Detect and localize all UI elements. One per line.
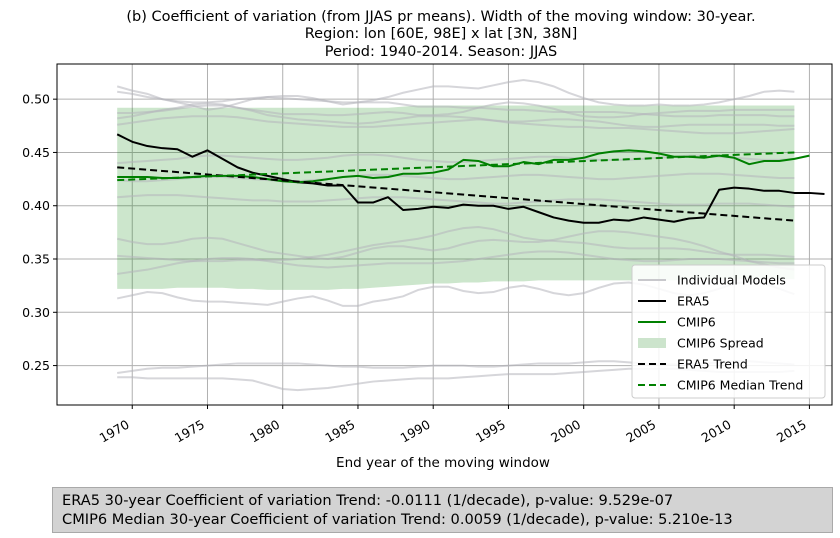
individual-model-line [116,230,795,271]
y-tick-label: 0.25 [22,358,50,373]
x-axis-label: End year of the moving window [336,455,550,471]
series-layer [116,133,825,224]
cmip6-trend-stat: CMIP6 Median 30-year Coefficient of vari… [62,511,733,528]
x-tick-label: 2015 [774,417,809,446]
individual-model-line [117,172,795,183]
legend-label: Individual Models [677,273,786,288]
x-tick-label: 1970 [97,417,132,446]
x-tick-label: 1995 [473,417,508,446]
individual-model-line [117,102,795,128]
individual-model-line [117,250,795,275]
x-tick-label: 1990 [398,417,433,446]
x-tick-label: 1980 [247,417,282,446]
y-tick-label: 0.35 [22,252,50,267]
y-tick-label: 0.45 [22,145,50,160]
legend: Individual Models ERA5 CMIP6 CMIP6 Spread ER… [631,264,826,399]
individual-model-line [117,226,795,263]
y-tick-label: 0.40 [22,198,50,213]
y-tick-label: 0.50 [22,92,50,107]
legend-swatch-spread [638,338,666,348]
trend-stats-box: ERA5 30-year Coefficient of variation Tr… [52,487,833,533]
era5-line [116,133,825,224]
coefficient-of-variation-chart: (b) Coefficient of variation (from JJAS … [22,9,833,471]
era5-trend-stat: ERA5 30-year Coefficient of variation Tr… [62,492,674,509]
x-tick-label: 2010 [699,417,734,446]
chart-title: (b) Coefficient of variation (from JJAS … [126,9,755,60]
y-tick-label: 0.30 [22,305,50,320]
x-tick-label: 2000 [548,417,583,446]
cmip6-median-trend-line [117,151,795,182]
x-axis-ticks: 1970 1975 1980 1985 1990 1995 2000 2005 2010 2015 [97,405,810,446]
legend-label: CMIP6 [677,315,716,330]
title-line-2: Region: lon [60E, 98E] x lat [3N, 38N] [305,26,578,42]
x-tick-label: 1975 [172,417,207,446]
legend-box [631,264,826,399]
individual-model-line [117,115,795,135]
individual-model-line [117,90,795,118]
plot-frame [56,63,833,406]
legend-label: CMIP6 Spread [677,336,764,351]
cmip6-spread-layer [117,105,795,290]
title-line-1: (b) Coefficient of variation (from JJAS … [126,9,755,25]
legend-label: CMIP6 Median Trend [677,378,803,393]
x-tick-label: 2005 [623,417,658,446]
individual-model-line [117,194,795,208]
title-line-3: Period: 1940-2014. Season: JJAS [325,44,558,60]
legend-label: ERA5 [677,294,710,309]
cmip6-spread-area [117,105,795,290]
legend-label: ERA5 Trend [677,357,748,372]
y-axis-ticks: 0.25 0.30 0.35 0.40 0.45 0.50 [22,92,57,373]
x-tick-label: 1985 [322,417,357,446]
